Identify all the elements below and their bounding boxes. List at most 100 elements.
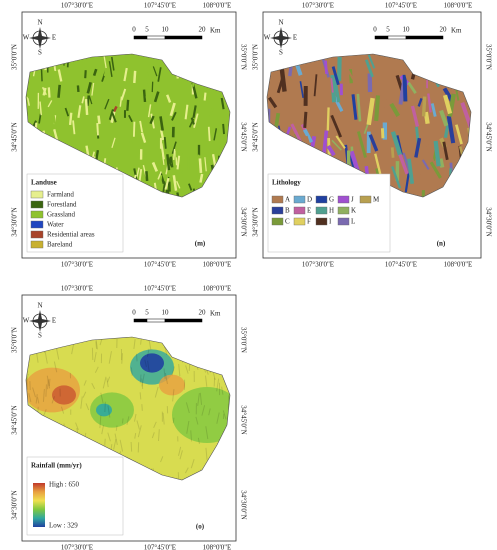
- compass-w: W: [23, 34, 30, 42]
- latitude-label: 35°0'0"N: [484, 44, 492, 70]
- texture: [111, 56, 115, 71]
- texture: [192, 105, 197, 118]
- texture: [374, 153, 383, 178]
- texture: [404, 172, 410, 193]
- texture: [56, 348, 60, 360]
- texture: [123, 67, 128, 82]
- texture: [337, 56, 342, 82]
- compass-n: N: [278, 19, 283, 27]
- texture: [176, 147, 183, 156]
- texture: [99, 415, 102, 429]
- texture: [134, 432, 137, 439]
- texture: [443, 94, 453, 115]
- texture: [37, 397, 40, 404]
- texture: [335, 135, 346, 149]
- legend-box: [267, 173, 391, 253]
- map-outline: [25, 336, 231, 481]
- texture: [201, 405, 206, 416]
- texture: [184, 104, 189, 120]
- texture: [407, 158, 415, 185]
- texture: [421, 96, 427, 117]
- compass-n: N: [37, 19, 42, 27]
- legend-swatch: [271, 206, 284, 215]
- texture: [46, 375, 51, 389]
- legend-swatch: [359, 195, 372, 204]
- legend-label: B: [285, 207, 290, 215]
- scale-label: 20: [199, 26, 207, 34]
- texture: [80, 396, 83, 409]
- latitude-label: 35°0'0"N: [11, 44, 19, 70]
- texture: [162, 412, 165, 425]
- texture: [62, 93, 66, 105]
- scale-label: 5: [386, 26, 390, 34]
- texture: [169, 156, 174, 168]
- longitude-label: 107°30'0"E: [61, 285, 93, 293]
- scale-label: 10: [162, 309, 170, 317]
- texture: [220, 97, 225, 110]
- texture: [390, 131, 403, 156]
- longitude-label: 107°45'0"E: [144, 544, 176, 550]
- texture: [107, 432, 111, 442]
- panel-label: (m): [195, 240, 206, 248]
- legend-label: L: [351, 218, 355, 226]
- texture: [26, 378, 29, 390]
- compass-s: S: [279, 49, 283, 57]
- legend-title: Landuse: [31, 179, 57, 187]
- texture: [303, 128, 314, 144]
- texture: [88, 95, 93, 105]
- texture: [96, 122, 99, 136]
- texture: [113, 438, 117, 450]
- texture: [438, 158, 445, 168]
- texture: [407, 81, 417, 94]
- texture: [423, 137, 435, 162]
- texture: [160, 143, 165, 160]
- texture: [52, 385, 76, 405]
- texture: [274, 112, 281, 127]
- texture: [221, 386, 224, 395]
- texture: [41, 86, 47, 96]
- texture: [419, 172, 423, 187]
- texture: [35, 394, 38, 404]
- texture: [60, 406, 65, 414]
- texture: [104, 438, 106, 446]
- texture: [184, 467, 189, 474]
- texture: [57, 84, 61, 98]
- texture: [64, 69, 68, 80]
- longitude-label: 108°0'0"E: [444, 2, 473, 10]
- texture: [171, 366, 175, 376]
- texture: [76, 85, 80, 93]
- latitude-label: 34°45'0"N: [239, 122, 247, 151]
- texture: [86, 95, 90, 106]
- texture: [147, 104, 152, 118]
- texture: [276, 78, 284, 94]
- latitude-label: 35°0'0"N: [239, 327, 247, 353]
- north-arrow: N SW E: [23, 302, 56, 340]
- texture: [193, 113, 199, 129]
- texture: [366, 97, 375, 126]
- legend-swatch: [30, 190, 44, 199]
- texture: [58, 99, 64, 113]
- texture: [414, 137, 422, 158]
- scale-label: 20: [199, 309, 207, 317]
- texture: [136, 353, 138, 362]
- legend-swatch: [30, 240, 44, 249]
- texture: [39, 101, 42, 116]
- texture: [133, 413, 137, 422]
- texture: [163, 368, 166, 379]
- texture: [111, 137, 116, 148]
- texture: [331, 139, 342, 151]
- texture: [82, 391, 87, 398]
- latitude-label: 35°0'0"N: [239, 44, 247, 70]
- texture: [205, 426, 209, 440]
- texture: [104, 401, 106, 413]
- texture: [199, 392, 203, 405]
- longitude-label: 107°30'0"E: [61, 261, 93, 269]
- latitude-label: 34°30'0"N: [11, 490, 19, 519]
- texture: [57, 69, 63, 82]
- latitude-label: 34°30'0"N: [484, 207, 492, 236]
- north-arrow: N SW E: [23, 19, 56, 57]
- legend-swatch: [337, 206, 350, 215]
- texture: [47, 379, 49, 390]
- texture: [83, 380, 87, 386]
- texture: [176, 192, 183, 197]
